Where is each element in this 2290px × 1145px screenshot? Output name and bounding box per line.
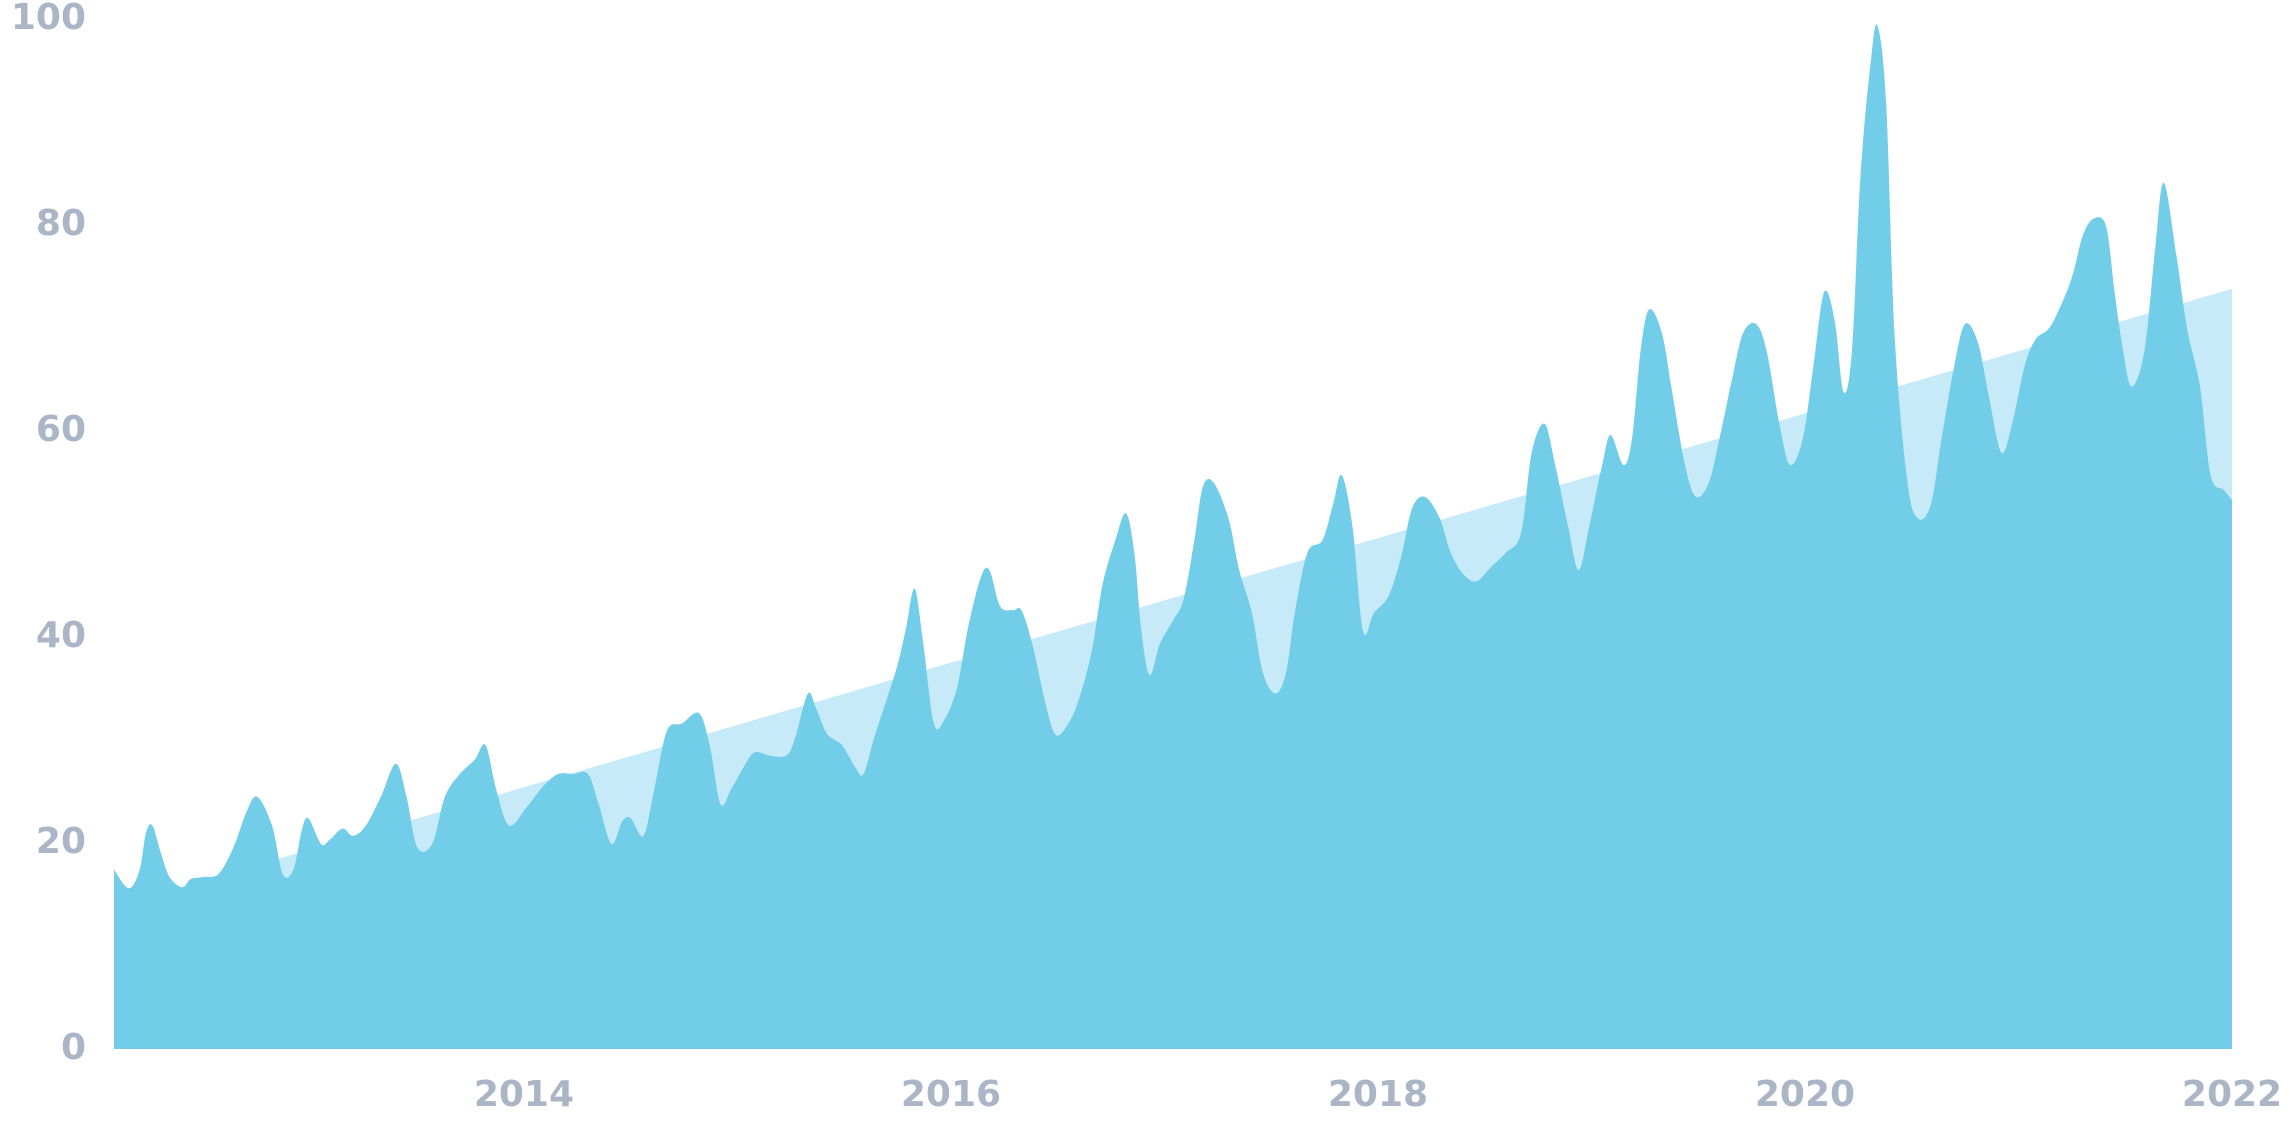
y-tick-label: 40 [36,615,86,656]
area [114,24,2232,1049]
y-tick-label: 80 [36,203,86,244]
y-tick-label: 60 [36,409,86,450]
y-tick-label: 20 [36,821,86,862]
x-tick-label: 2020 [1755,1074,1855,1115]
x-tick-label: 2014 [474,1074,574,1115]
y-tick-label: 0 [61,1027,86,1068]
y-tick-label: 100 [11,0,86,38]
x-tick-label: 2018 [1328,1074,1428,1115]
x-tick-label: 2022 [2182,1074,2282,1115]
x-tick-label: 2016 [901,1074,1001,1115]
